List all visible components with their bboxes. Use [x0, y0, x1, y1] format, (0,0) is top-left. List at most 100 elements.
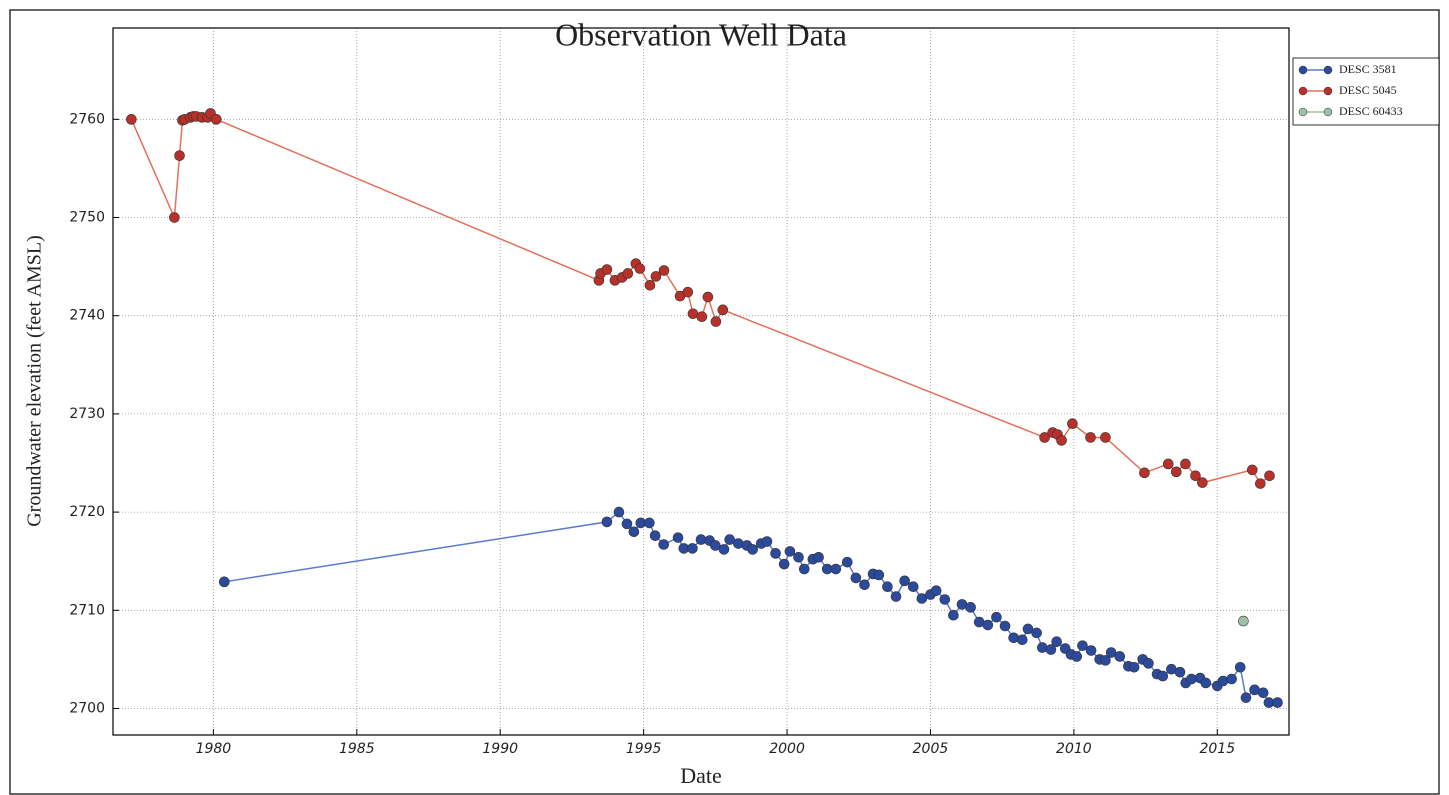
data-point	[649, 530, 661, 541]
data-point	[1039, 432, 1050, 443]
data-point	[1226, 673, 1237, 685]
legend-marker	[1298, 86, 1308, 96]
data-point	[687, 543, 698, 554]
data-point	[1085, 645, 1097, 656]
data-point	[1240, 692, 1252, 703]
data-point	[621, 518, 633, 530]
data-point	[724, 534, 735, 545]
data-point	[830, 563, 842, 575]
data-point	[634, 263, 646, 274]
data-point	[1272, 697, 1283, 708]
data-point	[1246, 464, 1258, 476]
data-point	[1174, 666, 1186, 678]
x-axis-label: Date	[680, 763, 722, 788]
data-point	[999, 620, 1011, 632]
data-point	[1067, 418, 1078, 430]
data-point	[1264, 470, 1275, 482]
series-line	[224, 511, 1278, 704]
y-axis-label: Groundwater elevation (feet AMSL)	[24, 235, 46, 527]
series-line	[130, 112, 1270, 485]
data-point	[672, 532, 684, 543]
data-point	[644, 279, 656, 291]
x-tick-label: 2015	[1199, 741, 1235, 757]
data-point	[778, 558, 790, 570]
data-point	[1077, 640, 1088, 651]
data-point	[1170, 466, 1182, 478]
x-tick-label: 1995	[626, 741, 662, 757]
data-point	[948, 609, 959, 621]
data-point	[650, 271, 662, 282]
data-point	[696, 311, 708, 322]
data-point	[1162, 458, 1174, 470]
data-point	[1234, 661, 1246, 673]
data-point	[1037, 642, 1048, 653]
data-point	[798, 563, 810, 575]
legend-marker	[1298, 107, 1308, 117]
data-point	[658, 265, 670, 276]
data-point	[687, 308, 699, 320]
data-point	[1022, 623, 1034, 635]
data-point	[1085, 432, 1096, 443]
data-point	[169, 212, 180, 223]
data-point	[1105, 647, 1117, 658]
data-point	[1051, 636, 1062, 648]
x-tick-label: 2005	[913, 741, 949, 757]
x-tick-label: 2000	[769, 741, 805, 757]
x-tick-label: 1990	[482, 741, 518, 757]
y-tick-label: 2700	[69, 700, 105, 716]
data-point	[601, 264, 613, 275]
data-point	[784, 546, 796, 557]
data-point	[1157, 670, 1169, 682]
y-tick-label: 2740	[69, 308, 105, 324]
data-point	[1045, 644, 1057, 655]
data-point	[1180, 458, 1191, 470]
data-point	[939, 594, 951, 605]
data-point	[841, 556, 853, 568]
data-point	[899, 575, 910, 587]
data-point	[747, 544, 758, 555]
legend-label: DESC 5045	[1339, 83, 1397, 97]
data-point	[770, 548, 781, 559]
data-point	[710, 540, 721, 551]
x-tick-label: 1980	[196, 741, 232, 757]
data-point	[732, 538, 744, 549]
data-point	[1128, 661, 1140, 673]
data-point	[628, 526, 640, 538]
y-tick-label: 2710	[69, 602, 105, 618]
chart-title: Observation Well Data	[555, 16, 847, 52]
data-point	[761, 536, 773, 547]
data-point	[1190, 470, 1201, 482]
plot-border	[112, 27, 1290, 736]
data-point	[1031, 627, 1042, 639]
data-point	[658, 539, 670, 550]
x-tick-label: 2010	[1056, 741, 1092, 757]
data-point	[718, 544, 730, 555]
frame	[9, 9, 1440, 795]
data-point	[1197, 477, 1208, 488]
data-point	[702, 291, 714, 303]
data-point	[1008, 632, 1019, 644]
data-point	[613, 506, 625, 518]
data-point	[174, 150, 185, 161]
legend-marker	[1298, 65, 1308, 75]
data-point	[859, 579, 870, 591]
data-point	[873, 569, 885, 581]
data-point	[907, 581, 919, 593]
data-point	[982, 619, 994, 631]
data-point	[1071, 651, 1083, 662]
data-point	[1016, 634, 1028, 646]
y-tick-label: 2730	[69, 406, 105, 422]
data-point	[1139, 467, 1150, 479]
legend-marker	[1323, 86, 1333, 96]
data-point	[965, 602, 976, 613]
data-point	[126, 114, 137, 125]
data-point	[1100, 655, 1111, 666]
y-tick-label: 2720	[69, 504, 105, 520]
legend-label: DESC 3581	[1339, 62, 1397, 76]
data-point	[1217, 675, 1229, 687]
legend-marker	[1323, 107, 1333, 117]
data-point	[1238, 615, 1249, 627]
data-point	[601, 516, 613, 528]
legend-label: DESC 60433	[1339, 104, 1403, 118]
